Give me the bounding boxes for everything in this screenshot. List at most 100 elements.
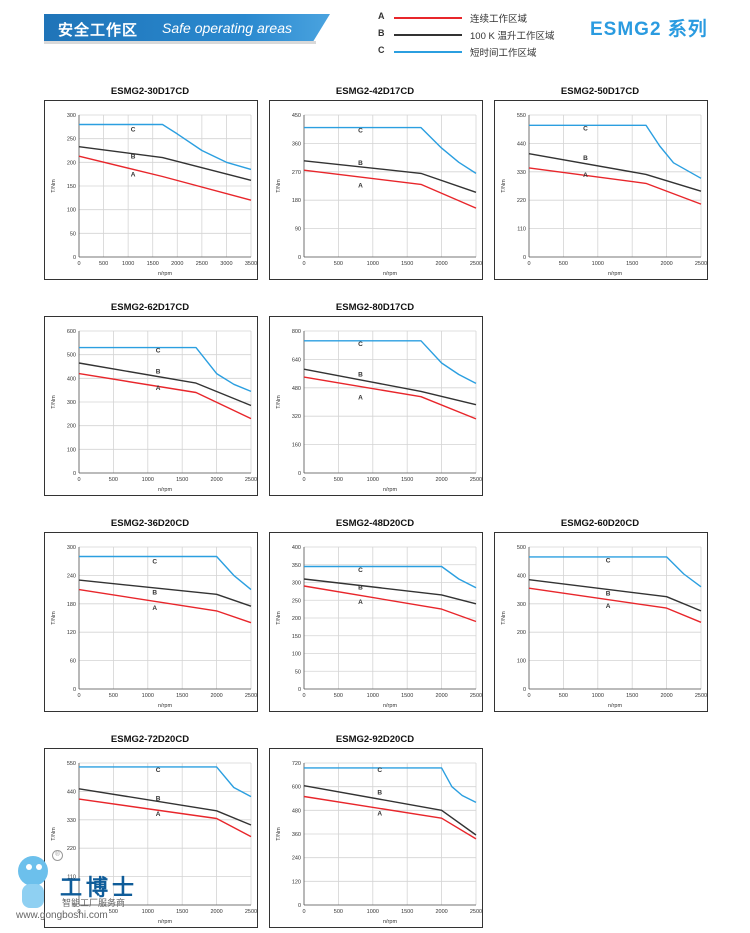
- series-label-b: B: [152, 589, 157, 596]
- y-tick-label: 200: [292, 616, 301, 622]
- series-label-a: A: [131, 172, 136, 179]
- y-axis-label: T/Nm: [51, 179, 57, 193]
- series-label-b: B: [358, 371, 363, 378]
- watermark: ® 工博士 智能工厂服务商 www.gongboshi.com: [8, 848, 148, 928]
- y-tick-label: 330: [517, 170, 526, 176]
- y-axis-label: T/Nm: [276, 611, 282, 625]
- series-line-c: [79, 555, 252, 591]
- x-tick-label: 1500: [401, 261, 413, 267]
- series-line-b: [78, 788, 252, 826]
- y-tick-label: 200: [67, 424, 76, 430]
- watermark-url[interactable]: www.gongboshi.com: [16, 910, 108, 921]
- y-tick-label: 250: [292, 598, 301, 604]
- series-line-b: [303, 578, 477, 605]
- y-axis-label: T/Nm: [276, 827, 282, 841]
- y-tick-label: 450: [292, 113, 301, 119]
- y-tick-label: 300: [67, 545, 76, 551]
- chart-panel: 0 50 100 150 200 250 300 0 500 1000 1500 2000 2500 30…: [44, 100, 258, 280]
- legend-line-b: [394, 34, 462, 36]
- x-tick-label: 0: [77, 693, 80, 699]
- x-tick-label: 1000: [592, 261, 604, 267]
- y-tick-label: 150: [67, 184, 76, 190]
- y-tick-label: 0: [73, 471, 76, 477]
- y-tick-label: 0: [298, 471, 301, 477]
- series-line-a: [78, 155, 252, 201]
- section-header-bar: [44, 14, 330, 42]
- x-tick-label: 1000: [142, 909, 154, 915]
- x-tick-label: 500: [559, 261, 568, 267]
- section-title-cn: 安全工作区: [58, 22, 139, 39]
- y-tick-label: 220: [67, 846, 76, 852]
- y-tick-label: 0: [523, 687, 526, 693]
- x-tick-label: 2000: [210, 909, 222, 915]
- section-header-shadow: [44, 41, 316, 44]
- y-axis-label: T/Nm: [501, 179, 507, 193]
- series-label-b: B: [131, 154, 136, 161]
- x-tick-label: 500: [334, 909, 343, 915]
- y-tick-label: 240: [67, 573, 76, 579]
- y-tick-label: 50: [70, 231, 76, 237]
- y-tick-label: 400: [292, 545, 301, 551]
- chart-panel: 0 90 180 270 360 450 0 500 1000 1500 2000 2500 n/rpm…: [269, 100, 483, 280]
- y-axis-label: T/Nm: [276, 395, 282, 409]
- legend-line-a: [394, 17, 462, 19]
- legend-text: 100 K 温升工作区域: [470, 31, 555, 42]
- x-tick-label: 1000: [142, 693, 154, 699]
- chart-svg: 0 110 220 330 440 550 0 500 1000 1500 2000 2500 n/rp…: [51, 761, 257, 925]
- mascot-eye-icon: [26, 864, 32, 870]
- x-tick-label: 2500: [695, 693, 707, 699]
- x-tick-label: 2500: [470, 693, 482, 699]
- x-tick-label: 1500: [626, 261, 638, 267]
- x-axis-label: n/rpm: [158, 271, 172, 277]
- x-tick-label: 1500: [176, 693, 188, 699]
- series-line-a: [303, 795, 477, 840]
- y-tick-label: 480: [292, 808, 301, 814]
- mascot-eye-icon: [36, 864, 42, 870]
- legend-key: A: [378, 11, 385, 21]
- y-tick-label: 160: [292, 443, 301, 449]
- y-tick-label: 600: [292, 785, 301, 791]
- x-tick-label: 2500: [470, 477, 482, 483]
- y-tick-label: 240: [292, 856, 301, 862]
- series-line-c: [79, 766, 252, 798]
- watermark-brand: 工博士: [60, 875, 139, 900]
- y-tick-label: 270: [292, 170, 301, 176]
- y-tick-label: 60: [70, 659, 76, 665]
- y-tick-label: 0: [298, 903, 301, 909]
- x-tick-label: 1000: [367, 693, 379, 699]
- x-tick-label: 0: [77, 261, 80, 267]
- series-label-a: A: [358, 394, 363, 401]
- chart-panel: 0 110 220 330 440 550 0 500 1000 1500 2000 2500 n/rp…: [44, 748, 258, 928]
- series-label-c: C: [131, 127, 136, 134]
- x-tick-label: 2500: [695, 261, 707, 267]
- series-label-c: C: [152, 559, 157, 566]
- series-label-b: B: [377, 790, 382, 797]
- series-label-c: C: [606, 558, 611, 565]
- y-tick-label: 300: [292, 581, 301, 587]
- y-tick-label: 200: [517, 630, 526, 636]
- x-tick-label: 2000: [435, 261, 447, 267]
- y-tick-label: 720: [292, 761, 301, 767]
- x-tick-label: 2000: [435, 693, 447, 699]
- series-label-a: A: [358, 183, 363, 190]
- x-axis-label: n/rpm: [383, 487, 397, 493]
- x-tick-label: 500: [334, 261, 343, 267]
- y-tick-label: 480: [292, 386, 301, 392]
- chart-panel: 0 60 120 180 240 300 0 500 1000 1500 2000 2500 n/rpm…: [44, 532, 258, 712]
- series-line-c: [529, 556, 702, 588]
- chart-panel: 0 120 240 360 480 600 720 0 500 1000 1500 2000 2500 n…: [269, 748, 483, 928]
- chart-svg: 0 90 180 270 360 450 0 500 1000 1500 2000 2500 n/rpm…: [276, 113, 482, 277]
- series-label-b: B: [156, 795, 161, 802]
- x-tick-label: 1500: [401, 477, 413, 483]
- chart-title: ESMG2-72D20CD: [110, 734, 190, 745]
- y-tick-label: 440: [517, 141, 526, 147]
- y-axis-label: T/Nm: [51, 395, 57, 409]
- x-tick-label: 2000: [171, 261, 183, 267]
- x-axis-label: n/rpm: [608, 271, 622, 277]
- x-tick-label: 500: [334, 693, 343, 699]
- series-label-a: A: [358, 599, 363, 606]
- x-tick-label: 500: [559, 693, 568, 699]
- y-axis-label: T/Nm: [276, 179, 282, 193]
- x-tick-label: 500: [109, 477, 118, 483]
- x-axis-label: n/rpm: [158, 487, 172, 493]
